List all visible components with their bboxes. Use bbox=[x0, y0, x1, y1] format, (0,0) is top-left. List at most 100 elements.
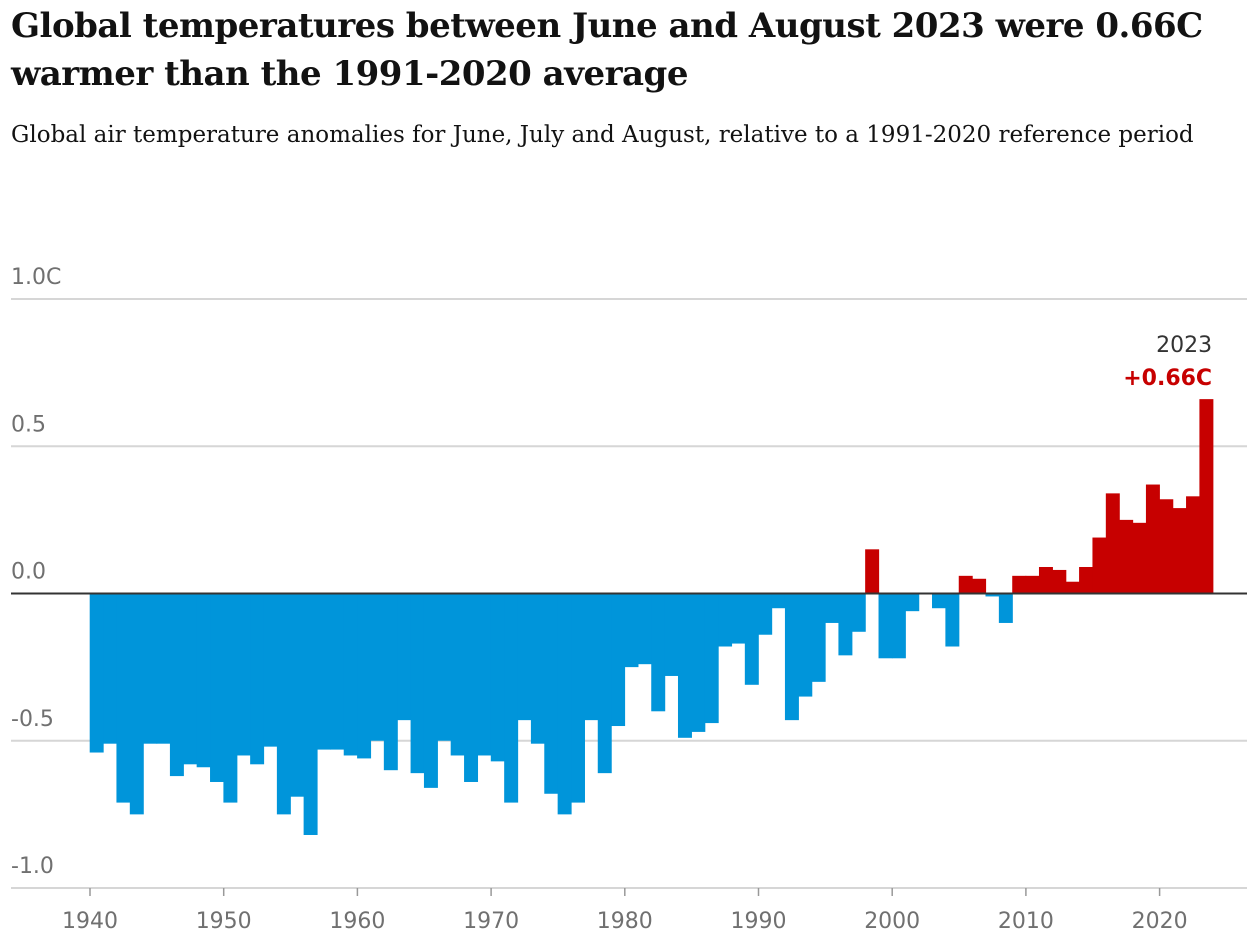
bar bbox=[490, 593, 505, 762]
bar bbox=[945, 593, 960, 647]
y-tick-label: -1.0 bbox=[11, 854, 54, 879]
bar bbox=[316, 593, 331, 750]
bar bbox=[276, 593, 291, 815]
bar bbox=[1159, 499, 1174, 594]
bar bbox=[1025, 575, 1040, 594]
bar bbox=[1052, 569, 1067, 594]
bar bbox=[250, 593, 265, 765]
bar bbox=[637, 593, 652, 665]
bar bbox=[103, 593, 118, 744]
x-tick-label: 1970 bbox=[463, 909, 519, 934]
bar bbox=[504, 593, 519, 803]
bar bbox=[156, 593, 171, 744]
bar bbox=[1065, 581, 1080, 594]
bar bbox=[597, 593, 612, 774]
bar bbox=[530, 593, 545, 744]
bar bbox=[1172, 508, 1187, 594]
bar bbox=[798, 593, 813, 697]
bar bbox=[143, 593, 158, 744]
bar bbox=[758, 593, 773, 635]
bar bbox=[905, 593, 920, 612]
y-tick-label: 1.0C bbox=[11, 265, 61, 290]
bar bbox=[450, 593, 465, 756]
bar bbox=[423, 593, 438, 788]
bar bbox=[89, 593, 104, 753]
annotation-year: 2023 bbox=[1156, 333, 1212, 358]
bar bbox=[1132, 522, 1147, 594]
bar bbox=[263, 593, 278, 747]
bar bbox=[437, 593, 452, 741]
bar bbox=[998, 593, 1013, 623]
x-tick-label: 2020 bbox=[1132, 909, 1188, 934]
bar bbox=[1186, 496, 1201, 594]
bar bbox=[878, 593, 893, 659]
bar bbox=[196, 593, 211, 768]
bar bbox=[129, 593, 144, 815]
bar bbox=[1105, 493, 1120, 594]
bar bbox=[972, 578, 987, 594]
y-tick-label: 0.0 bbox=[11, 560, 46, 585]
x-tick-label: 1950 bbox=[196, 909, 252, 934]
x-tick-label: 1980 bbox=[597, 909, 653, 934]
bar bbox=[851, 593, 866, 632]
bar bbox=[236, 593, 251, 756]
bar bbox=[718, 593, 733, 647]
x-tick-label: 2000 bbox=[864, 909, 920, 934]
bar bbox=[985, 593, 1000, 597]
bar bbox=[397, 593, 412, 721]
bar bbox=[958, 575, 973, 594]
bar bbox=[624, 593, 639, 668]
bar bbox=[677, 593, 692, 738]
bar bbox=[571, 593, 585, 803]
bar bbox=[290, 593, 305, 797]
bar bbox=[357, 593, 372, 759]
x-tick-label: 2010 bbox=[998, 909, 1054, 934]
bar bbox=[183, 593, 198, 765]
bar bbox=[544, 593, 559, 794]
y-tick-label: 0.5 bbox=[11, 412, 46, 437]
y-tick-label: -0.5 bbox=[11, 707, 54, 732]
bar bbox=[584, 593, 599, 721]
bar bbox=[811, 593, 826, 682]
bar bbox=[651, 593, 666, 712]
bar bbox=[370, 593, 385, 741]
bar bbox=[611, 593, 626, 727]
bar bbox=[664, 593, 679, 676]
bar bbox=[343, 593, 358, 756]
bar bbox=[744, 593, 759, 685]
bar bbox=[891, 593, 906, 659]
bar bbox=[704, 593, 719, 724]
bar bbox=[383, 593, 398, 771]
bar bbox=[330, 593, 345, 750]
bar bbox=[1038, 566, 1053, 594]
bar bbox=[477, 593, 492, 756]
bar bbox=[1092, 537, 1107, 594]
bar bbox=[691, 593, 706, 732]
bar bbox=[825, 593, 840, 623]
bar bbox=[1145, 484, 1160, 594]
bar bbox=[116, 593, 131, 803]
bar bbox=[838, 593, 853, 656]
bar bbox=[1012, 575, 1027, 594]
bar bbox=[169, 593, 184, 777]
bar bbox=[1079, 566, 1094, 594]
bar bbox=[410, 593, 425, 774]
bar bbox=[932, 593, 946, 609]
bar bbox=[303, 593, 318, 835]
x-tick-label: 1940 bbox=[62, 909, 118, 934]
x-tick-label: 1990 bbox=[731, 909, 787, 934]
bar bbox=[865, 549, 880, 594]
bar bbox=[731, 593, 746, 644]
bar bbox=[223, 593, 238, 803]
bar bbox=[557, 593, 572, 815]
bar bbox=[1199, 399, 1214, 594]
bar bbox=[464, 593, 479, 782]
bar bbox=[771, 593, 786, 609]
bar bbox=[210, 593, 224, 782]
chart-title: Global temperatures between June and Aug… bbox=[11, 6, 1203, 94]
bar bbox=[784, 593, 799, 721]
bar bbox=[1119, 519, 1134, 594]
annotation-value: +0.66C bbox=[1123, 366, 1212, 391]
chart-subtitle: Global air temperature anomalies for Jun… bbox=[11, 122, 1194, 148]
x-tick-label: 1960 bbox=[329, 909, 385, 934]
